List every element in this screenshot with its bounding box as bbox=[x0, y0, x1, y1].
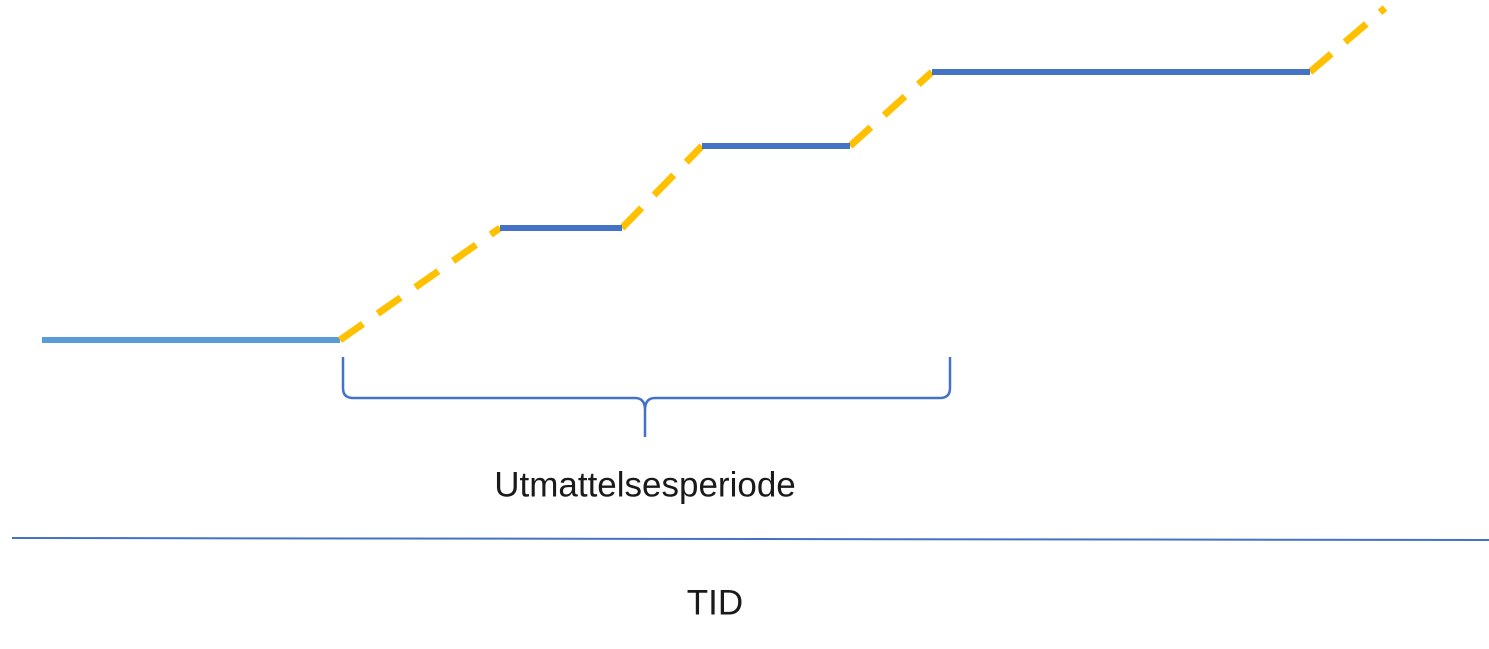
transition bbox=[337, 225, 503, 343]
transition bbox=[847, 69, 935, 149]
transition bbox=[1307, 5, 1388, 75]
brace-label: Utmattelsesperiode bbox=[494, 465, 796, 504]
brace bbox=[341, 357, 952, 437]
levels bbox=[500, 69, 1310, 231]
time-axis bbox=[11, 537, 1489, 541]
transition bbox=[619, 143, 705, 231]
transitions bbox=[337, 5, 1388, 343]
axis-label: TID bbox=[687, 583, 743, 622]
